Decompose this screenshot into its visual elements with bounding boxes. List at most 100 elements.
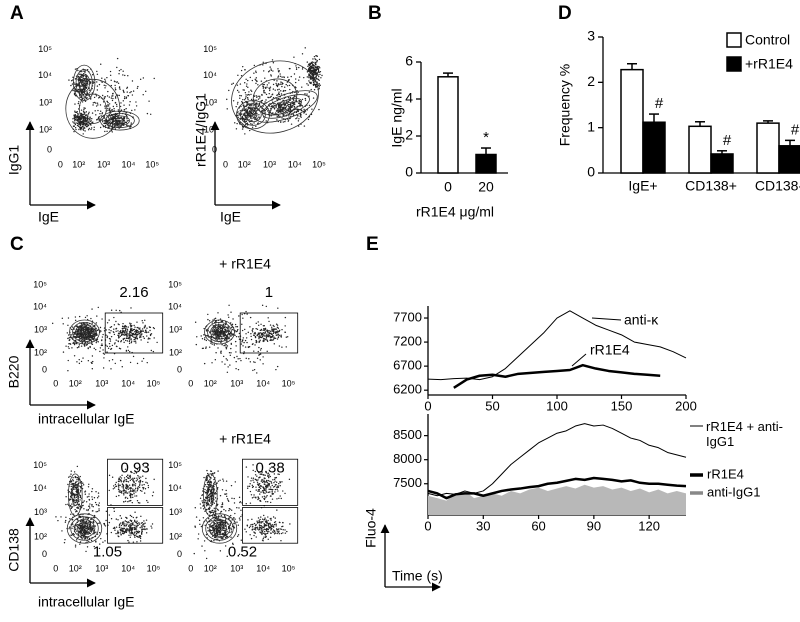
y-tick-label: 10³ xyxy=(169,324,182,334)
event-dot xyxy=(237,103,238,104)
event-dot xyxy=(70,85,71,86)
event-dot xyxy=(304,125,305,126)
event-dot xyxy=(141,360,142,361)
event-dot xyxy=(133,517,134,518)
event-dot xyxy=(123,104,124,105)
event-dot xyxy=(97,102,98,103)
event-dot xyxy=(268,321,269,322)
event-dot xyxy=(148,337,149,338)
event-dot xyxy=(246,358,247,359)
event-dot xyxy=(228,90,229,91)
event-dot xyxy=(278,334,279,335)
event-dot xyxy=(233,100,234,101)
event-dot xyxy=(107,336,108,337)
event-dot xyxy=(220,511,221,512)
event-dot xyxy=(133,339,134,340)
event-dot xyxy=(255,83,256,84)
event-dot xyxy=(237,536,238,537)
event-dot xyxy=(68,528,69,529)
event-dot xyxy=(114,530,115,531)
event-dot xyxy=(244,528,245,529)
event-dot xyxy=(153,479,154,480)
event-dot xyxy=(78,129,79,130)
event-dot xyxy=(258,334,259,335)
event-dot xyxy=(86,344,87,345)
event-dot xyxy=(92,499,93,500)
event-dot xyxy=(140,334,141,335)
event-dot xyxy=(96,322,97,323)
event-dot xyxy=(240,501,241,502)
event-dot xyxy=(254,369,255,370)
event-dot xyxy=(204,339,205,340)
event-dot xyxy=(100,330,101,331)
event-dot xyxy=(139,502,140,503)
event-dot xyxy=(196,336,197,337)
event-dot xyxy=(274,477,275,478)
event-dot xyxy=(274,329,275,330)
event-dot xyxy=(123,326,124,327)
event-dot xyxy=(233,333,234,334)
event-dot xyxy=(101,340,102,341)
event-dot xyxy=(234,518,235,519)
event-dot xyxy=(95,491,96,492)
event-dot xyxy=(275,112,276,113)
event-dot xyxy=(206,520,207,521)
event-dot xyxy=(141,484,142,485)
event-dot xyxy=(247,488,248,489)
event-dot xyxy=(91,127,92,128)
event-dot xyxy=(218,509,219,510)
event-dot xyxy=(70,506,71,507)
x-tick-label: 0 xyxy=(58,159,63,169)
event-dot xyxy=(121,491,122,492)
event-dot xyxy=(85,332,86,333)
event-dot xyxy=(244,99,245,100)
event-dot xyxy=(133,90,134,91)
event-dot xyxy=(241,341,242,342)
event-dot xyxy=(276,110,277,111)
event-dot xyxy=(301,105,302,106)
event-dot xyxy=(268,330,269,331)
event-dot xyxy=(79,316,80,317)
event-dot xyxy=(278,483,279,484)
event-dot xyxy=(102,334,103,335)
event-dot xyxy=(279,94,280,95)
event-dot xyxy=(106,101,107,102)
event-dot xyxy=(134,537,135,538)
event-dot xyxy=(276,487,277,488)
event-dot xyxy=(135,334,136,335)
event-dot xyxy=(78,485,79,486)
event-dot xyxy=(272,94,273,95)
event-dot xyxy=(83,88,84,89)
event-dot xyxy=(298,67,299,68)
event-dot xyxy=(279,331,280,332)
event-dot xyxy=(74,509,75,510)
event-dot xyxy=(71,329,72,330)
event-dot xyxy=(270,331,271,332)
event-dot xyxy=(128,335,129,336)
event-dot xyxy=(273,333,274,334)
event-dot xyxy=(127,501,128,502)
event-dot xyxy=(283,91,284,92)
event-dot xyxy=(118,109,119,110)
event-dot xyxy=(108,319,109,320)
event-dot xyxy=(80,128,81,129)
event-dot xyxy=(266,330,267,331)
event-dot xyxy=(252,331,253,332)
event-dot xyxy=(102,95,103,96)
event-dot xyxy=(79,526,80,527)
y-tick-label: 10⁵ xyxy=(38,44,52,54)
event-dot xyxy=(126,125,127,126)
event-dot xyxy=(222,489,223,490)
event-dot xyxy=(270,333,271,334)
event-dot xyxy=(76,530,77,531)
event-dot xyxy=(273,107,274,108)
event-dot xyxy=(230,311,231,312)
event-dot xyxy=(237,117,238,118)
event-dot xyxy=(201,500,202,501)
event-dot xyxy=(246,337,247,338)
event-dot xyxy=(91,540,92,541)
event-dot xyxy=(77,120,78,121)
event-dot xyxy=(312,77,313,78)
event-dot xyxy=(316,61,317,62)
event-dot xyxy=(238,369,239,370)
